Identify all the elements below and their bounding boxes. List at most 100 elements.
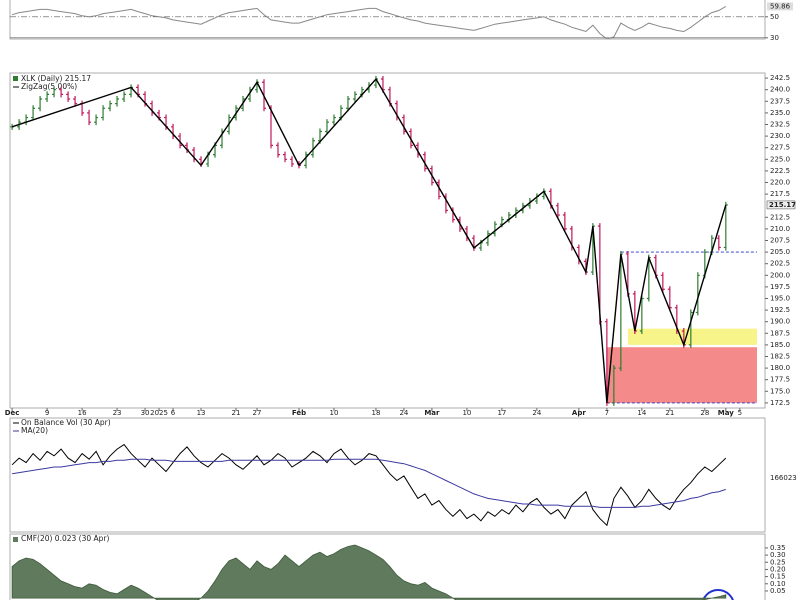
y-tick-label: 217.5 [770,190,790,198]
y-tick-label: 187.5 [770,329,790,337]
x-tick-label: 5 [738,409,742,417]
y-tick-label: 197.5 [770,283,790,291]
obv-legend: On Balance Vol (30 Apr) [21,418,111,427]
price-bar [562,211,567,232]
x-tick-label: 24 [532,409,541,417]
price-bar [289,156,294,167]
y-tick-label: 192.5 [770,306,790,314]
y-tick-label: 0.10 [770,580,786,588]
y-tick-label: 230.0 [770,132,790,140]
x-tick-label: 6 [171,409,176,417]
obv-last-label: 166023 [770,474,797,482]
price-bar [492,221,497,237]
x-tick-label: 14 [637,409,646,417]
price-bar [87,109,92,126]
y-tick-label: 182.5 [770,352,790,360]
y-tick-label: 200.0 [770,271,790,279]
price-bar [310,137,315,158]
y-tick-label: 195.0 [770,294,790,302]
x-tick-label: May [718,409,734,417]
y-tick-label: 210.0 [770,225,790,233]
price-bar [101,105,106,121]
price-title: XLK (Daily) 215.17 [21,74,91,83]
x-tick-label: 23 [113,409,122,417]
price-bar [94,114,99,126]
x-tick-label: Mar [424,409,440,417]
price-bar [485,230,490,246]
y-tick-label: 175.0 [770,387,790,395]
price-bar [667,286,672,311]
x-tick-label: 21 [232,409,241,417]
price-bar [660,272,665,293]
y-tick-label: 205.0 [770,248,790,256]
price-bar [422,151,427,172]
x-tick-label: 9 [45,409,49,417]
price-bar [178,133,183,149]
x-tick-label: 10 [462,409,471,417]
x-tick-label: 28 [700,409,709,417]
price-bar [115,95,120,107]
zone [606,347,757,403]
x-tick-label: 17 [497,409,506,417]
panel [10,76,757,406]
price-bar [639,295,644,334]
y-tick-label: 227.5 [770,144,790,152]
x-tick-label: 16 [78,409,87,417]
legend-swatch [13,537,18,542]
price-bar [129,84,134,98]
y-tick-label: 240.0 [770,86,790,94]
y-tick-label: 212.5 [770,213,790,221]
y-tick-label: 0.30 [770,551,786,559]
price-bar [282,151,287,163]
price-bar [45,91,50,102]
last-value-box [767,2,793,11]
price-bar [122,91,127,102]
cmf-area [11,544,727,600]
price-bar [24,114,29,126]
price-bar [695,272,700,316]
x-tick-label: 10 [330,409,339,417]
price-bar [31,105,36,121]
x-tick-label: 13 [197,409,206,417]
price-bar [716,235,721,251]
zigzag-legend: ZigZag(5.00%) [21,82,77,91]
price-bar [436,179,441,200]
cmf-title: CMF(20) 0.023 (30 Apr) [21,534,109,543]
y-tick-label: 190.0 [770,318,790,326]
price-bar [688,309,693,348]
y-tick-label: 0.05 [770,587,786,595]
y-tick-label: 0.35 [770,544,786,552]
last-value-label: 215.17 [769,201,796,209]
y-tick-label: 0.15 [770,573,786,581]
y-tick-label: 30 [770,34,779,42]
y-tick-label: 235.0 [770,109,790,117]
series-line [11,5,727,39]
y-tick-label: 0.20 [770,565,786,573]
price-bar [723,201,728,251]
price-bar [38,95,43,112]
series-line [12,458,726,508]
x-tick-label: 27 [253,409,262,417]
y-tick-label: 232.5 [770,121,790,129]
zigzag-line [11,77,727,403]
y-tick-label: 177.5 [770,376,790,384]
x-tick-label: 18 [371,409,380,417]
price-bar [345,95,350,112]
panel [11,544,727,600]
ma-legend: MA(20) [21,426,48,435]
highlight-circle [702,589,734,600]
x-tick-label: Dec [5,409,20,417]
y-tick-label: 207.5 [770,237,790,245]
zone [627,328,757,345]
last-value-label: 59.86 [770,2,791,10]
price-bar [324,119,329,135]
price-bar [66,91,71,102]
legend-swatch [13,76,18,81]
y-tick-label: 185.0 [770,341,790,349]
x-tick-label: 7 [605,409,609,417]
panel [11,443,727,527]
y-tick-label: 242.5 [770,74,790,82]
y-tick-label: 202.5 [770,260,790,268]
series-line [11,443,727,527]
